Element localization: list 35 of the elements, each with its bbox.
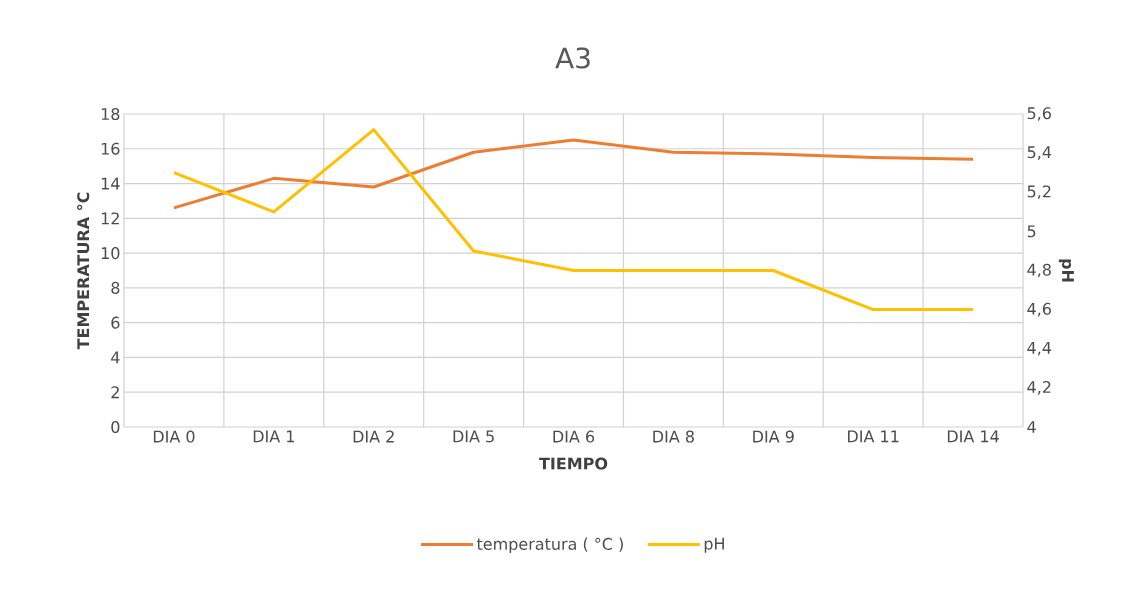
- x-tick-label: DIA 5: [453, 430, 494, 443]
- y-tick-label: 16: [101, 142, 120, 155]
- x-tick-label: DIA 1: [253, 430, 294, 443]
- legend-label: temperatura ( °C ): [476, 537, 623, 554]
- y2-axis-title: pH: [1058, 259, 1074, 282]
- y-tick-label: 14: [101, 177, 120, 190]
- y-tick-label: 4: [111, 351, 120, 364]
- y-tick-label: 2: [111, 386, 119, 399]
- x-axis-title: TIEMPO: [539, 457, 608, 470]
- x-tick-label: DIA 6: [553, 430, 595, 443]
- y2-tick-label: 5,2: [1027, 185, 1051, 200]
- legend-label: pH: [704, 537, 724, 553]
- y2-tick-label: 4: [1027, 421, 1036, 433]
- x-tick-label: DIA 8: [653, 430, 694, 443]
- y-axis-title: TEMPERATURA °C: [77, 192, 90, 350]
- y2-tick-label: 5,4: [1027, 146, 1052, 160]
- y2-tick-label: 5: [1027, 225, 1036, 238]
- x-tick-label: DIA 0: [153, 430, 195, 443]
- y-tick-label: 6: [111, 316, 120, 329]
- y2-tick-label: 5,6: [1027, 107, 1051, 121]
- y2-tick-label: 4,8: [1027, 263, 1051, 278]
- chart-title: A3: [555, 47, 590, 69]
- line-series: [172, 138, 975, 210]
- x-tick-label: DIA 2: [353, 430, 394, 443]
- y2-tick-label: 4,6: [1027, 302, 1051, 317]
- y-tick-label: 12: [101, 212, 119, 225]
- y-tick-label: 18: [101, 107, 120, 121]
- y-tick-label: 10: [101, 247, 120, 260]
- x-tick-label: DIA 9: [753, 430, 794, 443]
- y-tick-label: 8: [111, 281, 120, 294]
- x-tick-label: DIA 11: [848, 430, 899, 443]
- y2-tick-label: 4,2: [1027, 381, 1051, 395]
- x-tick-label: DIA 14: [947, 430, 999, 443]
- y-tick-label: 0: [111, 420, 120, 434]
- y2-tick-label: 4,4: [1027, 341, 1052, 356]
